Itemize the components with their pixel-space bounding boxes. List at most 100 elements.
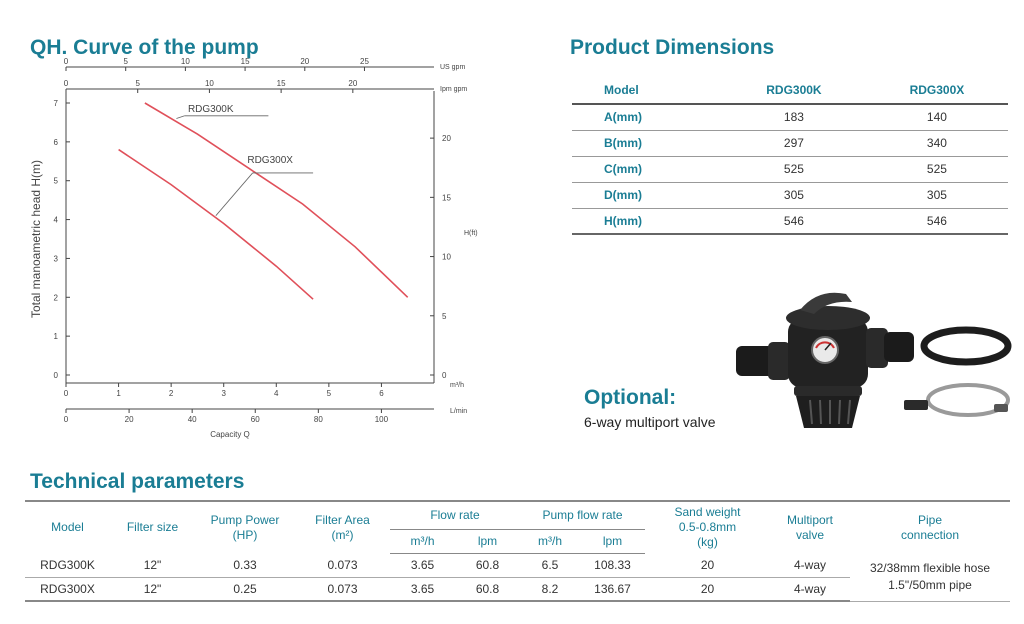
tech-filter-size: 12" bbox=[110, 553, 195, 578]
dimension-value: 525 bbox=[722, 156, 866, 183]
x-unit-lmin: L/min bbox=[450, 408, 467, 415]
series-label-rdg300x: RDG300X bbox=[247, 155, 293, 166]
tech-sand: 20 bbox=[645, 553, 770, 578]
y-tick-label: 6 bbox=[54, 138, 59, 147]
tech-header-flow-rate: Flow rate bbox=[390, 500, 520, 530]
tech-subheader-m3h: m³/h bbox=[390, 529, 455, 554]
series-label-rdg300k: RDG300K bbox=[188, 104, 234, 115]
table-row: RDG300K 12" 0.33 0.073 3.65 60.8 6.5 108… bbox=[25, 553, 1010, 602]
dimension-value: 546 bbox=[722, 208, 866, 235]
chart-title: QH. Curve of the pump bbox=[30, 36, 259, 59]
x-lmin-tick-label: 100 bbox=[375, 415, 389, 424]
x-unit-m3h: m³/h bbox=[450, 382, 464, 389]
tech-valve: 4-way bbox=[770, 553, 850, 578]
x-tick-label: 0 bbox=[64, 389, 69, 398]
dimension-label: B(mm) bbox=[572, 130, 722, 157]
optional-subtitle: 6-way multiport valve bbox=[584, 414, 716, 430]
x-usgpm-tick-label: 0 bbox=[64, 57, 69, 66]
x-usgpm-tick-label: 15 bbox=[241, 57, 250, 66]
dimensions-header-model: Model bbox=[572, 76, 722, 105]
tech-subheader-lpm: lpm bbox=[455, 529, 520, 554]
dimension-value: 546 bbox=[865, 208, 1008, 235]
x-ipm-tick-label: 10 bbox=[205, 79, 214, 88]
x-ipm-tick-label: 15 bbox=[277, 79, 286, 88]
multiport-valve-image bbox=[736, 292, 1012, 428]
series-line-rdg300x bbox=[118, 148, 314, 300]
dimension-label: C(mm) bbox=[572, 156, 722, 183]
x-tick-label: 3 bbox=[221, 389, 226, 398]
dimensions-title: Product Dimensions bbox=[570, 36, 775, 59]
x-ipm-tick-label: 20 bbox=[348, 79, 357, 88]
y-tick-label: 0 bbox=[54, 371, 59, 380]
table-row: C(mm) 525 525 bbox=[572, 156, 1008, 183]
tech-header-filter-area: Filter Area (m²) bbox=[295, 500, 390, 553]
tech-power: 0.33 bbox=[195, 553, 295, 578]
dimension-value: 305 bbox=[722, 182, 866, 209]
dimension-value: 297 bbox=[722, 130, 866, 157]
dimensions-header-rdg300x: RDG300X bbox=[865, 76, 1008, 105]
y-tick-label: 4 bbox=[54, 216, 59, 225]
x-tick-label: 2 bbox=[169, 389, 174, 398]
x-lmin-tick-label: 0 bbox=[64, 415, 69, 424]
y-right-tick-label: 20 bbox=[442, 134, 451, 143]
tech-header-pipe: Pipe connection bbox=[850, 500, 1010, 553]
x-tick-label: 6 bbox=[379, 389, 384, 398]
dimensions-table: Model RDG300K RDG300X A(mm) 183 140 B(mm… bbox=[572, 76, 1008, 235]
tech-subheader-m3h: m³/h bbox=[520, 529, 580, 554]
y-tick-label: 3 bbox=[54, 254, 59, 263]
tech-flow-lpm: 60.8 bbox=[455, 553, 520, 578]
x-lmin-tick-label: 20 bbox=[125, 415, 134, 424]
optional-title: Optional: bbox=[584, 386, 677, 409]
tech-flow-m3h: 3.65 bbox=[390, 577, 455, 602]
x-lmin-tick-label: 40 bbox=[188, 415, 197, 424]
y-right-tick-label: 10 bbox=[442, 253, 451, 262]
y-right-axis-label: H(ft) bbox=[464, 230, 478, 237]
tech-pflow-m3h: 8.2 bbox=[520, 577, 580, 602]
y-right-tick-label: 0 bbox=[442, 371, 447, 380]
tech-area: 0.073 bbox=[295, 553, 390, 578]
table-row: D(mm) 305 305 bbox=[572, 182, 1008, 209]
y-axis-label: Total manoametric head H(m) bbox=[29, 160, 43, 318]
dimension-value: 340 bbox=[865, 130, 1008, 157]
table-row: RDG300X 12" 0.25 0.073 3.65 60.8 8.2 136… bbox=[25, 577, 1010, 602]
x-tick-label: 5 bbox=[327, 389, 332, 398]
y-right-tick-label: 15 bbox=[442, 193, 451, 202]
dimension-value: 525 bbox=[865, 156, 1008, 183]
x-unit-usgpm: US gpm bbox=[440, 64, 465, 71]
tech-header-sand-weight: Sand weight 0.5-0.8mm (kg) bbox=[645, 500, 770, 553]
leader-line bbox=[215, 172, 253, 216]
tech-header-pump-flow-rate: Pump flow rate bbox=[520, 500, 645, 530]
y-tick-label: 5 bbox=[54, 177, 59, 186]
tech-subheader-row: m³/h lpm m³/h lpm bbox=[25, 529, 1010, 554]
tech-valve: 4-way bbox=[770, 577, 850, 602]
dimensions-header-row: Model RDG300K RDG300X bbox=[572, 76, 1008, 105]
dimensions-header-rdg300k: RDG300K bbox=[722, 76, 866, 105]
dimension-label: A(mm) bbox=[572, 104, 722, 131]
x-tick-label: 4 bbox=[274, 389, 279, 398]
x-axis-label: Capacity Q bbox=[210, 430, 250, 439]
tech-sand: 20 bbox=[645, 577, 770, 602]
tech-header-multiport: Multiport valve bbox=[770, 500, 850, 553]
tech-header-model: Model bbox=[25, 500, 110, 553]
x-lmin-tick-label: 60 bbox=[251, 415, 260, 424]
dimension-label: D(mm) bbox=[572, 182, 722, 209]
x-usgpm-tick-label: 20 bbox=[300, 57, 309, 66]
x-lmin-tick-label: 80 bbox=[314, 415, 323, 424]
technical-parameters-table: Model Filter size Pump Power (HP) Filter … bbox=[25, 500, 1010, 602]
x-ipm-tick-label: 5 bbox=[135, 79, 140, 88]
tech-pflow-m3h: 6.5 bbox=[520, 553, 580, 578]
tech-flow-lpm: 60.8 bbox=[455, 577, 520, 602]
table-row: B(mm) 297 340 bbox=[572, 130, 1008, 157]
tech-subheader-lpm: lpm bbox=[580, 529, 645, 554]
tech-filter-size: 12" bbox=[110, 577, 195, 602]
y-tick-label: 2 bbox=[54, 293, 59, 302]
tech-header-row: Model Filter size Pump Power (HP) Filter … bbox=[25, 500, 1010, 553]
tech-area: 0.073 bbox=[295, 577, 390, 602]
tech-power: 0.25 bbox=[195, 577, 295, 602]
tech-header-pump-power: Pump Power (HP) bbox=[195, 500, 295, 553]
dimension-value: 305 bbox=[865, 182, 1008, 209]
x-ipm-tick-label: 0 bbox=[64, 79, 69, 88]
dimension-value: 183 bbox=[722, 104, 866, 131]
table-row: H(mm) 546 546 bbox=[572, 208, 1008, 235]
